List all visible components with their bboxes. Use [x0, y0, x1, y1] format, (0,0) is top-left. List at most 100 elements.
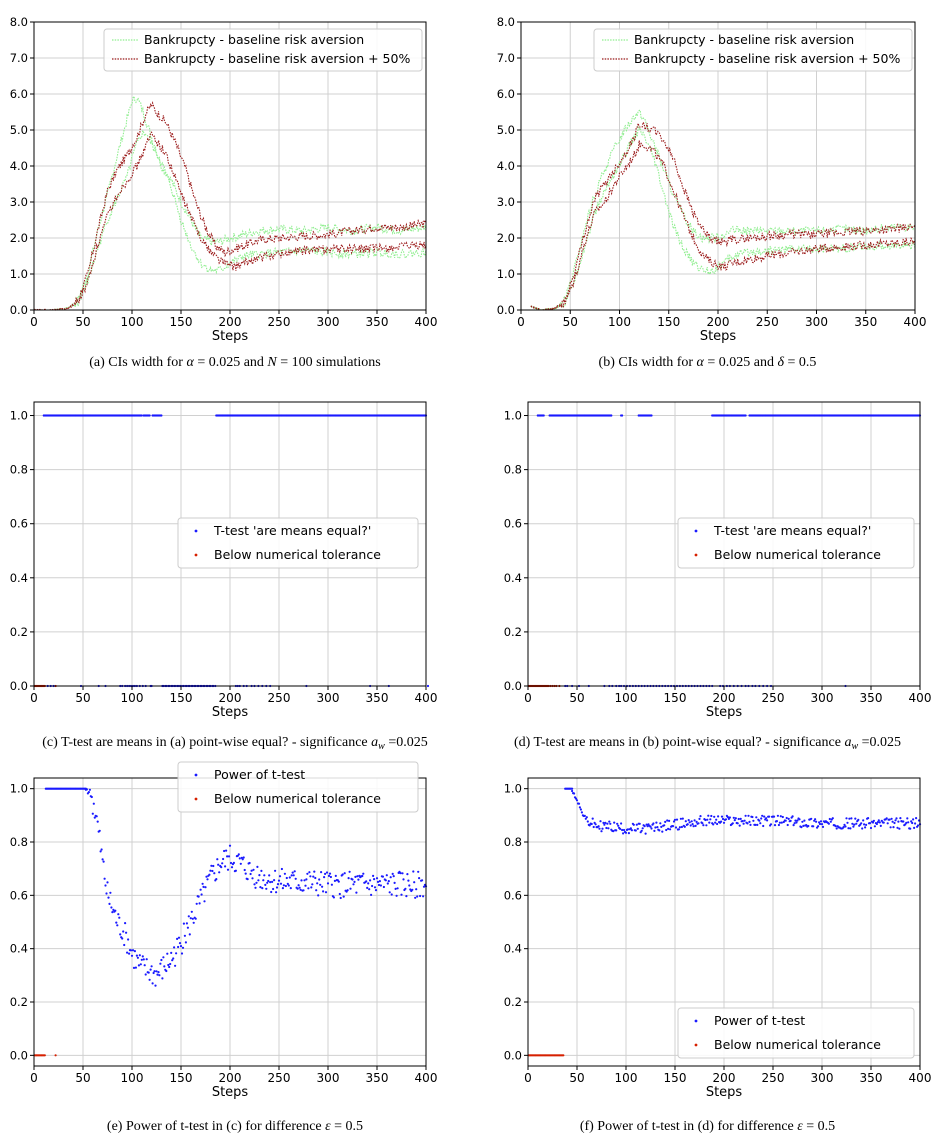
- scatter-point: [133, 950, 136, 953]
- scatter-point: [349, 887, 352, 890]
- y-tick-label: 0.0: [504, 679, 522, 693]
- figure-caption: (a) CIs width for α = 0.025 and N = 100 …: [0, 355, 470, 371]
- scatter-point: [130, 954, 134, 957]
- legend-label: Power of t-test: [714, 1013, 805, 1028]
- y-tick-label: 2.0: [10, 231, 28, 245]
- scatter-point: [706, 818, 709, 821]
- scatter-point: [415, 888, 418, 891]
- y-tick-label: 0.6: [10, 888, 28, 902]
- scatter-point: [272, 887, 275, 891]
- scatter-point: [829, 820, 832, 823]
- figure-caption: (f) Power of t-test in (d) for differenc…: [472, 1119, 943, 1135]
- ticks: 0 50 100 150 200 250 300 350 400 0.0 0.2 0.4 0.6 0.8 1…: [10, 782, 438, 1085]
- x-tick-label: 200: [713, 691, 736, 705]
- scatter-point: [274, 869, 277, 872]
- scatter-point: [756, 823, 759, 826]
- scatter-point: [126, 951, 129, 954]
- scatter-point: [691, 823, 694, 826]
- scatter-point: [649, 825, 652, 828]
- y-tick-label: 1.0: [10, 782, 28, 796]
- chart-svg: 0 50 100 150 200 250 300 350 400 0.0 1.0 2.0 3.0 4.0 5…: [497, 15, 927, 344]
- y-tick-label: 0.2: [10, 625, 28, 639]
- legend-box: [177, 761, 419, 813]
- scatter-point: [337, 880, 340, 883]
- scatter-point: [815, 820, 818, 823]
- scatter-point: [372, 874, 375, 877]
- scatter-point: [263, 874, 266, 877]
- scatter-point: [307, 887, 310, 890]
- scatter-point: [105, 892, 108, 895]
- scatter-point: [182, 922, 185, 925]
- scatter-point: [187, 915, 190, 918]
- scatter-point: [714, 821, 717, 824]
- scatter-point: [406, 873, 409, 876]
- x-tick-label: 150: [657, 315, 680, 329]
- scatter-point: [754, 823, 757, 826]
- scatter-point: [205, 875, 208, 878]
- scatter-point: [617, 824, 620, 827]
- scatter-point: [104, 884, 107, 887]
- legend-swatch: [694, 1019, 698, 1023]
- x-tick-label: 300: [805, 315, 828, 329]
- scatter-point: [143, 964, 146, 967]
- scatter-point: [607, 827, 610, 830]
- scatter-point: [129, 949, 133, 952]
- y-tick-label: 0.6: [504, 888, 522, 902]
- legend-label: T-test 'are means equal?': [213, 523, 371, 538]
- scatter-point: [121, 937, 124, 940]
- scatter-point: [324, 872, 327, 875]
- legend-label: Bankrupcty - baseline risk aversion: [634, 32, 854, 47]
- scatter-point: [418, 877, 421, 880]
- scatter-point: [227, 855, 231, 858]
- scatter-point: [155, 970, 158, 973]
- scatter-point: [222, 857, 225, 861]
- scatter-point: [574, 797, 578, 800]
- scatter-point: [232, 861, 235, 864]
- data-layer: [33, 414, 430, 688]
- scatter-point: [54, 1054, 57, 1057]
- legend-label: Bankrupcty - baseline risk aversion: [144, 32, 364, 47]
- scatter-point: [686, 823, 689, 826]
- y-tick-label: 1.0: [504, 782, 522, 796]
- scatter-point: [715, 818, 718, 821]
- caption-part: w: [378, 741, 385, 752]
- scatter-point: [268, 874, 271, 877]
- x-tick-label: 350: [366, 1071, 389, 1085]
- data-layer: [530, 109, 916, 311]
- scatter-point: [241, 858, 244, 861]
- scatter-point: [635, 823, 638, 826]
- scatter-point: [393, 881, 396, 884]
- scatter-point: [860, 822, 863, 825]
- scatter-point: [374, 889, 378, 892]
- scatter-point: [684, 820, 687, 823]
- series-line: [34, 128, 427, 311]
- caption-part: δ: [777, 355, 785, 370]
- caption-part: α: [696, 355, 704, 370]
- x-tick-label: 250: [762, 691, 785, 705]
- y-tick-label: 1.0: [10, 409, 28, 423]
- scatter-point: [868, 822, 872, 825]
- scatter-point: [281, 887, 284, 890]
- scatter-point: [283, 872, 286, 875]
- scatter-point: [249, 872, 252, 876]
- scatter-point: [671, 825, 675, 828]
- scatter-point: [107, 896, 110, 899]
- scatter-point: [299, 888, 302, 891]
- caption-part: = 0.5: [802, 1119, 836, 1134]
- scatter-point: [218, 871, 221, 874]
- scatter-point: [776, 814, 779, 817]
- scatter-point: [653, 829, 656, 832]
- legend-label: Bankrupcty - baseline risk aversion + 50…: [144, 51, 410, 66]
- scatter-point: [153, 970, 156, 973]
- scatter-point: [314, 876, 317, 880]
- scatter-point: [328, 872, 332, 875]
- legend-box: [177, 517, 419, 569]
- scatter-point: [243, 868, 246, 872]
- scatter-point: [916, 824, 920, 827]
- legend-label: Bankrupcty - baseline risk aversion + 50…: [634, 51, 900, 66]
- x-tick-label: 0: [30, 1071, 38, 1085]
- x-axis-label: Steps: [212, 705, 249, 720]
- scatter-point: [712, 823, 715, 826]
- scatter-point: [784, 819, 787, 822]
- scatter-point: [741, 820, 744, 823]
